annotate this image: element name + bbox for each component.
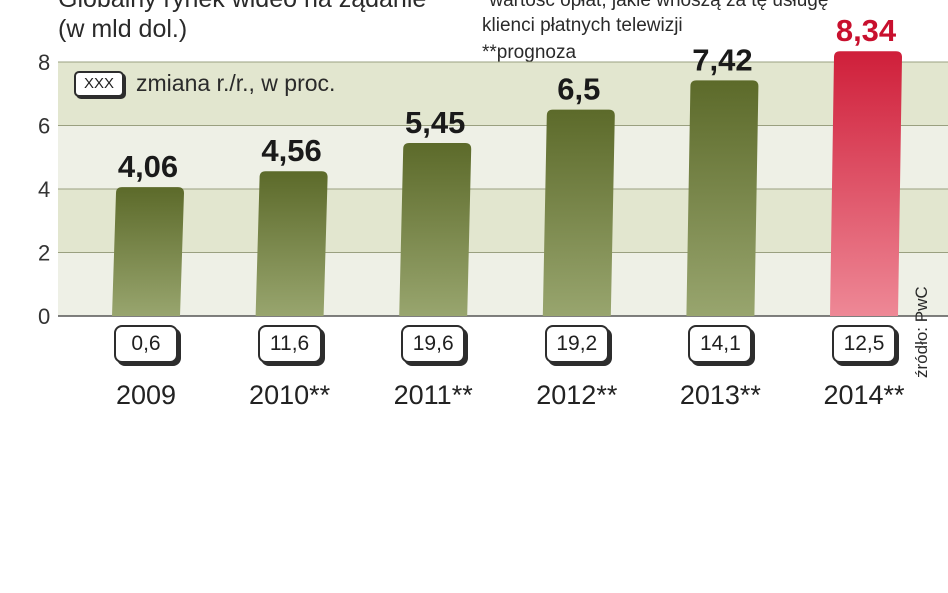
x-tick-label: 2011** <box>393 380 473 410</box>
grid-band <box>58 189 948 253</box>
footnote-line-2: klienci płatnych telewizji <box>482 15 683 36</box>
chart-subtitle: (w mld dol.) <box>58 15 188 43</box>
bar-2012 <box>542 109 615 316</box>
x-tick-label: 2013** <box>679 380 761 410</box>
bar-2009 <box>112 187 184 316</box>
y-tick-label: 0 <box>38 304 50 329</box>
bar-value-label: 5,45 <box>405 105 465 140</box>
source-credit: źródło: PwC <box>912 286 931 378</box>
bar-2013 <box>686 80 759 316</box>
grid-band <box>58 62 948 126</box>
bar-2011 <box>399 142 472 316</box>
grid-band <box>58 252 948 316</box>
y-tick-label: 8 <box>38 50 50 75</box>
chart-title: Globalny rynek wideo na żądanie* <box>58 0 436 14</box>
grid-band <box>58 125 948 189</box>
bar-2014 <box>830 51 902 316</box>
bar-value-label: 8,34 <box>836 13 897 48</box>
yoy-change-badge: 0,6 <box>114 325 178 363</box>
bar-2010 <box>255 171 328 316</box>
y-tick-label: 6 <box>38 114 50 139</box>
legend: XXX zmiana r./r., w proc. <box>74 70 335 97</box>
legend-box-sample: XXX <box>74 70 125 97</box>
y-tick-label: 2 <box>38 241 50 266</box>
yoy-change-badge: 11,6 <box>257 325 322 363</box>
yoy-change-badge: 12,5 <box>832 325 896 363</box>
x-tick-label: 2012** <box>536 380 618 410</box>
footnote-line-3: **prognoza <box>482 42 577 63</box>
bar-value-label: 4,56 <box>261 133 321 168</box>
x-tick-label: 2014** <box>823 380 905 410</box>
bar-value-label: 6,5 <box>557 72 600 107</box>
x-tick-label: 2010** <box>249 380 331 410</box>
footnote-line-1: *wartość opłat, jakie wnoszą za tę usług… <box>482 0 829 11</box>
x-tick-label: 2009 <box>115 380 177 410</box>
yoy-change-badge: 19,6 <box>401 325 466 363</box>
y-tick-label: 4 <box>38 177 50 202</box>
bar-value-label: 4,06 <box>118 149 178 184</box>
bar-value-label: 7,42 <box>692 42 752 77</box>
yoy-change-badge: 19,2 <box>544 325 609 363</box>
legend-label: zmiana r./r., w proc. <box>136 70 336 96</box>
yoy-change-badge: 14,1 <box>688 325 753 363</box>
